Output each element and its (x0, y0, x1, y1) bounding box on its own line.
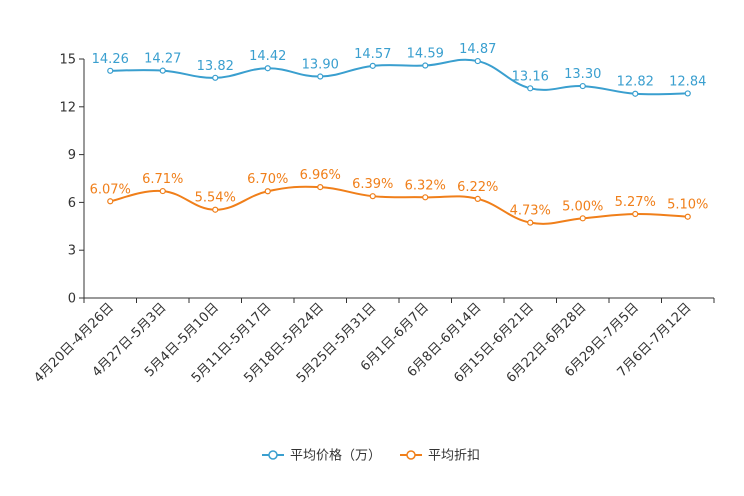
y-tick-label: 6 (68, 196, 76, 211)
legend-item-2[interactable]: 平均折扣 (400, 449, 480, 464)
data-label: 14.59 (407, 47, 444, 62)
data-label: 5.27% (615, 195, 656, 210)
data-label: 13.82 (197, 59, 234, 74)
data-label: 6.70% (247, 172, 288, 187)
series-2: 6.07% 6.71% 5.54% 6.70% 6.96% 6.39% 6.32% 6.22%… (90, 168, 708, 226)
data-point[interactable] (212, 206, 219, 213)
legend-marker-icon (268, 450, 278, 460)
data-point[interactable] (422, 62, 429, 69)
data-label: 14.26 (92, 52, 129, 67)
data-label: 14.27 (144, 52, 181, 67)
data-point[interactable] (579, 215, 586, 222)
data-point[interactable] (474, 195, 481, 202)
data-point[interactable] (107, 198, 114, 205)
data-point[interactable] (264, 188, 271, 195)
data-label: 12.84 (669, 74, 706, 89)
data-point[interactable] (632, 210, 639, 218)
series-1-line (110, 58, 688, 96)
data-label: 6.22% (457, 180, 498, 195)
y-tick-label: 15 (59, 53, 76, 68)
series-2-line (110, 185, 688, 225)
chart-axes: 036912154月20日-4月26日4月27日-5月3日5月4日-5月10日5… (31, 53, 715, 386)
legend-item-1[interactable]: 平均价格（万） (262, 448, 381, 464)
data-label: 5.10% (667, 198, 708, 213)
data-label: 13.30 (564, 67, 601, 82)
data-label: 6.71% (142, 172, 183, 187)
data-label: 5.54% (195, 191, 236, 206)
data-label: 14.87 (459, 42, 496, 57)
data-label: 5.00% (562, 199, 603, 214)
series-1: 14.26 14.27 13.82 14.42 13.90 14.57 14.59 14.87… (92, 42, 706, 97)
data-point[interactable] (317, 184, 324, 191)
data-point[interactable] (107, 67, 114, 74)
data-point[interactable] (684, 90, 691, 97)
data-label: 6.07% (90, 182, 131, 197)
data-point[interactable] (212, 74, 219, 81)
data-point[interactable] (159, 187, 166, 195)
data-label: 12.82 (617, 75, 654, 90)
y-tick-label: 3 (68, 244, 76, 259)
legend-label: 平均价格（万） (290, 448, 381, 464)
legend-label: 平均折扣 (428, 449, 480, 464)
y-tick-label: 0 (68, 292, 76, 307)
data-point[interactable] (474, 57, 481, 65)
data-point[interactable] (527, 85, 534, 92)
data-label: 6.32% (405, 178, 446, 193)
data-point[interactable] (264, 65, 271, 72)
data-label: 6.39% (352, 177, 393, 192)
data-label: 14.57 (354, 47, 391, 62)
data-label: 6.96% (300, 168, 341, 183)
data-point[interactable] (527, 219, 534, 226)
data-point[interactable] (159, 67, 166, 74)
y-tick-label: 9 (68, 148, 76, 163)
chart-series: 14.26 14.27 13.82 14.42 13.90 14.57 14.59 14.87… (90, 42, 708, 226)
data-label: 13.90 (302, 58, 339, 73)
data-point[interactable] (684, 213, 691, 220)
data-point[interactable] (369, 62, 376, 69)
data-label: 14.42 (249, 49, 286, 64)
data-point[interactable] (369, 193, 376, 200)
chart-legend[interactable]: 平均价格（万） 平均折扣 (262, 448, 480, 464)
data-label: 13.16 (512, 69, 549, 84)
data-point[interactable] (579, 82, 586, 90)
data-point[interactable] (632, 90, 639, 97)
data-point[interactable] (422, 194, 429, 201)
y-tick-label: 12 (59, 100, 76, 115)
legend-marker-icon (406, 450, 416, 460)
data-point[interactable] (317, 73, 324, 80)
data-label: 4.73% (510, 204, 551, 219)
